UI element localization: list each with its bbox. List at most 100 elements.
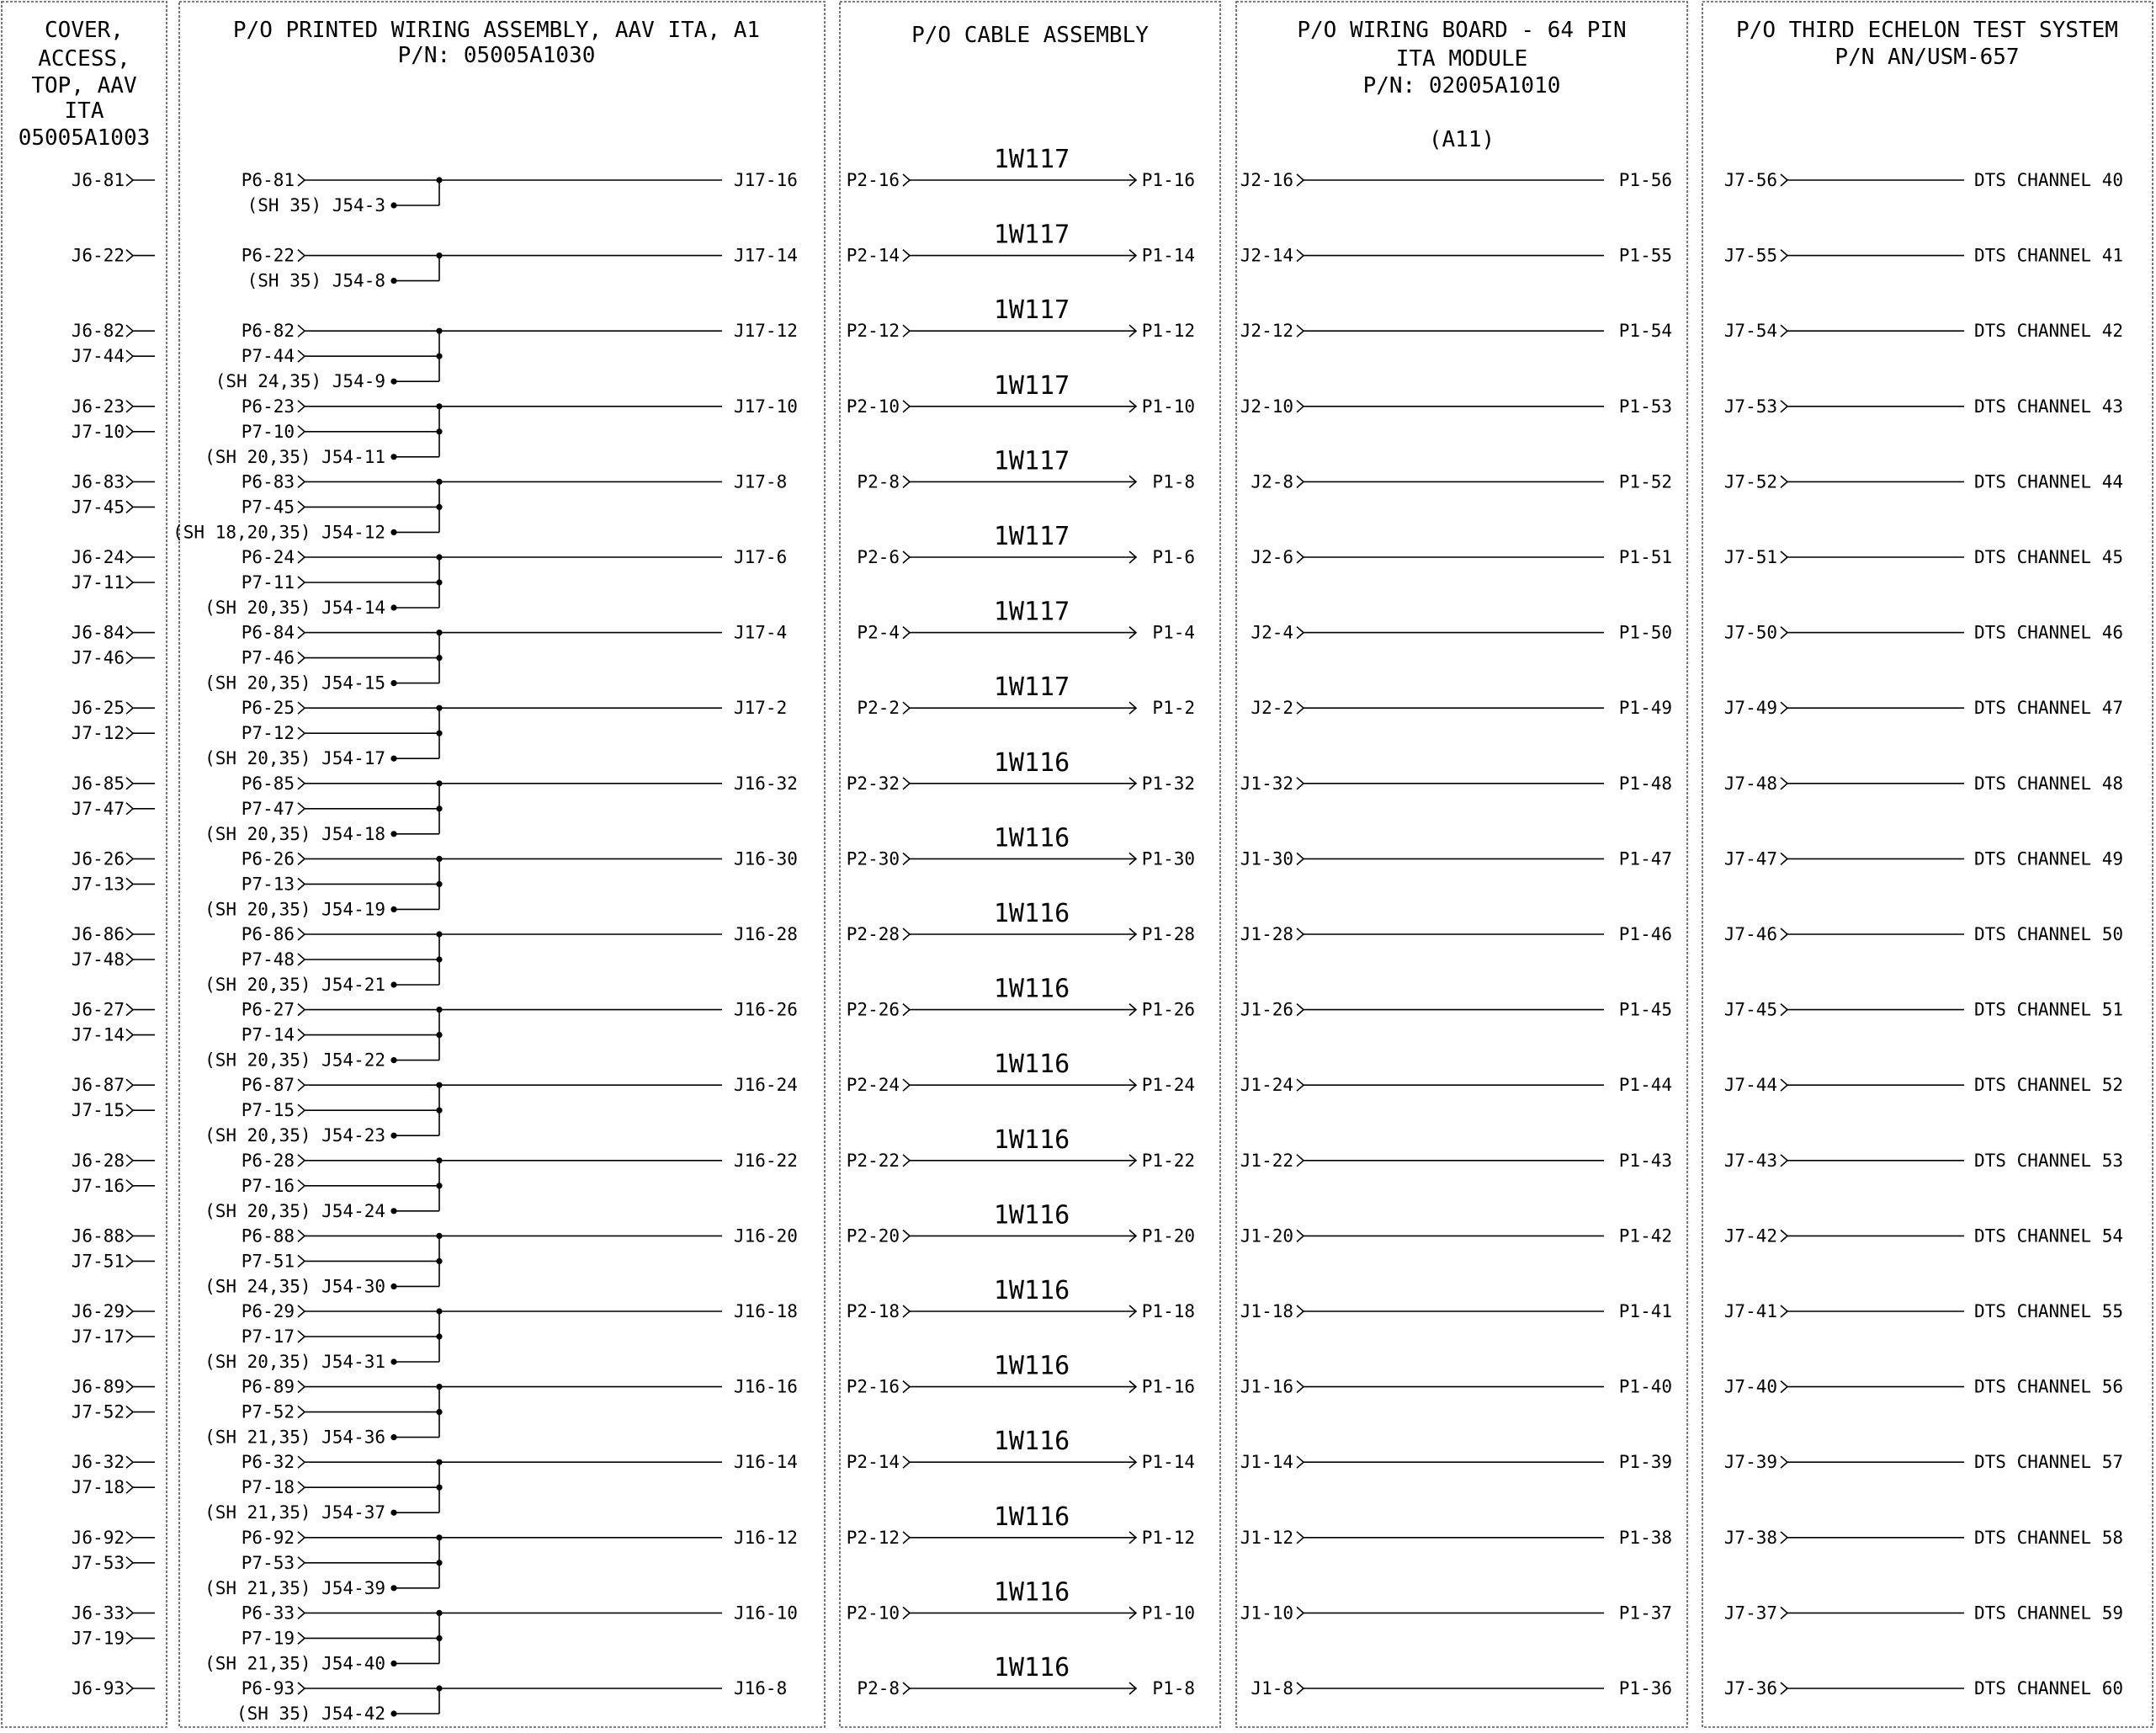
connector-chevron bbox=[1780, 777, 1789, 790]
connector-chevron bbox=[1780, 928, 1789, 941]
connector-chevron bbox=[1780, 1606, 1789, 1620]
wiring-board-input-pin-label: J2-14 bbox=[1240, 246, 1293, 266]
cable-output-pin-label: P1-16 bbox=[1142, 170, 1195, 190]
pwa-pin-label: P7-51 bbox=[242, 1251, 295, 1271]
connector-chevron bbox=[297, 324, 306, 338]
cable-designator-label: 1W117 bbox=[994, 672, 1070, 702]
connector-chevron bbox=[297, 651, 306, 665]
connector-chevron bbox=[1128, 1078, 1138, 1092]
connector-chevron bbox=[297, 349, 306, 363]
cable-designator-label: 1W116 bbox=[994, 823, 1070, 853]
test-system-input-pin-label: J7-51 bbox=[1724, 547, 1777, 567]
connector-chevron bbox=[125, 877, 135, 891]
pwa-sheet-reference: (SH 20,35) J54-15 bbox=[204, 673, 385, 694]
wiring-board-input-pin-label: J2-16 bbox=[1240, 170, 1293, 190]
pwa-title-line-1: P/O PRINTED WIRING ASSEMBLY, AAV ITA, A1 bbox=[233, 18, 760, 43]
cable-designator-label: 1W116 bbox=[994, 1653, 1070, 1682]
cover-pin-label: J6-27 bbox=[72, 1000, 125, 1020]
cover-title: COVER, ACCESS, TOP, AAV ITA 05005A1003 bbox=[19, 18, 151, 151]
connector-chevron bbox=[125, 777, 135, 790]
connector-chevron bbox=[125, 1154, 135, 1167]
connector-chevron bbox=[1296, 324, 1305, 338]
cable-designator-label: 1W116 bbox=[994, 1200, 1070, 1230]
connector-chevron bbox=[297, 1154, 306, 1167]
pwa-output-pin-label: J17-14 bbox=[734, 246, 798, 266]
pwa-sheet-reference: (SH 21,35) J54-37 bbox=[204, 1502, 385, 1523]
cover-pin-label: J6-22 bbox=[72, 246, 125, 266]
cover-pin-label: J7-47 bbox=[72, 799, 125, 819]
cable-input-pin-label: P2-16 bbox=[847, 1377, 900, 1397]
connector-chevron bbox=[1296, 625, 1305, 640]
connector-chevron bbox=[125, 1682, 135, 1695]
cable-output-pin-label: P1-2 bbox=[1152, 698, 1195, 718]
wire-row: J6-32 J7-18 P6-32 P7-18 (SH 21,35) J54-37 J16… bbox=[72, 1427, 2123, 1523]
connector-chevron bbox=[1128, 1379, 1138, 1394]
pwa-sheet-reference: (SH 24,35) J54-9 bbox=[215, 371, 385, 391]
test-system-channel-label: DTS CHANNEL 42 bbox=[1974, 321, 2123, 341]
connector-chevron bbox=[297, 726, 306, 740]
cover-pin-label: J6-33 bbox=[72, 1603, 125, 1623]
cable-input-pin-label: P2-4 bbox=[857, 623, 900, 643]
wiring-board-input-pin-label: J1-30 bbox=[1240, 848, 1293, 869]
cable-designator-label: 1W116 bbox=[994, 1050, 1070, 1079]
connector-chevron bbox=[1128, 1531, 1138, 1544]
cable-input-pin-label: P2-28 bbox=[847, 924, 900, 944]
connector-chevron bbox=[1296, 1455, 1305, 1469]
connector-chevron bbox=[1296, 1078, 1305, 1092]
test-system-input-pin-label: J7-42 bbox=[1724, 1225, 1777, 1246]
wiring-board-output-pin-label: P1-36 bbox=[1619, 1678, 1672, 1698]
cable-output-pin-label: P1-14 bbox=[1142, 246, 1195, 266]
test-system-channel-label: DTS CHANNEL 55 bbox=[1974, 1301, 2123, 1321]
pwa-pin-label: P7-13 bbox=[242, 874, 295, 894]
cable-input-pin-label: P2-10 bbox=[847, 396, 900, 417]
wire-row: J6-85 J7-47 P6-85 P7-47 (SH 20,35) J54-18 J16… bbox=[72, 748, 2123, 844]
connector-chevron bbox=[297, 173, 306, 187]
wiring-board-input-pin-label: J1-14 bbox=[1240, 1452, 1293, 1472]
cable-designator-label: 1W117 bbox=[994, 598, 1070, 627]
pwa-pin-label: P7-53 bbox=[242, 1553, 295, 1573]
connector-chevron bbox=[297, 1531, 306, 1544]
connector-chevron bbox=[297, 400, 306, 413]
wiring-board-output-pin-label: P1-39 bbox=[1619, 1452, 1672, 1472]
test-system-channel-label: DTS CHANNEL 54 bbox=[1974, 1225, 2123, 1246]
pwa-output-pin-label: J17-4 bbox=[734, 623, 787, 643]
pwa-sheet-reference: (SH 35) J54-3 bbox=[247, 195, 385, 215]
pwa-output-pin-label: J16-22 bbox=[734, 1151, 798, 1171]
connector-chevron bbox=[297, 1229, 306, 1243]
cover-pin-label: J6-24 bbox=[72, 547, 125, 567]
test-system-channel-label: DTS CHANNEL 47 bbox=[1974, 698, 2123, 718]
test-system-channel-label: DTS CHANNEL 59 bbox=[1974, 1603, 2123, 1623]
wiring-board-panel-frame bbox=[1235, 1, 1688, 1728]
cable-output-pin-label: P1-10 bbox=[1142, 1603, 1195, 1623]
wire-row: J6-25 J7-12 P6-25 P7-12 (SH 20,35) J54-17 J17… bbox=[72, 672, 2123, 768]
pwa-pin-label: P7-14 bbox=[242, 1025, 295, 1045]
connector-chevron bbox=[297, 625, 306, 640]
cable-output-pin-label: P1-12 bbox=[1142, 321, 1195, 341]
pwa-pin-label: P6-87 bbox=[242, 1075, 295, 1095]
cable-title-line-1: P/O CABLE ASSEMBLY bbox=[911, 23, 1149, 48]
connector-chevron bbox=[125, 576, 135, 589]
test-system-input-pin-label: J7-50 bbox=[1724, 623, 1777, 643]
cable-output-pin-label: P1-4 bbox=[1152, 623, 1195, 643]
test-system-title-line-1: P/O THIRD ECHELON TEST SYSTEM bbox=[1736, 18, 2118, 43]
test-system-input-pin-label: J7-36 bbox=[1724, 1678, 1777, 1698]
pwa-output-pin-label: J16-26 bbox=[734, 1000, 798, 1020]
test-system-input-pin-label: J7-41 bbox=[1724, 1301, 1777, 1321]
cable-designator-label: 1W116 bbox=[994, 1276, 1070, 1305]
pwa-pin-label: P6-81 bbox=[242, 170, 295, 190]
wiring-board-output-pin-label: P1-49 bbox=[1619, 698, 1672, 718]
connector-chevron bbox=[1128, 1606, 1138, 1620]
wiring-board-title-line-3: P/N: 02005A1010 bbox=[1363, 73, 1561, 98]
wiring-board-output-pin-label: P1-40 bbox=[1619, 1377, 1672, 1397]
connector-chevron bbox=[125, 1480, 135, 1494]
connector-chevron bbox=[125, 1229, 135, 1243]
wiring-board-output-pin-label: P1-53 bbox=[1619, 396, 1672, 417]
test-system-channel-label: DTS CHANNEL 60 bbox=[1974, 1678, 2123, 1698]
pwa-sheet-reference: (SH 20,35) J54-17 bbox=[204, 748, 385, 768]
test-system-channel-label: DTS CHANNEL 40 bbox=[1974, 170, 2123, 190]
pwa-pin-label: P6-85 bbox=[242, 773, 295, 794]
connector-chevron bbox=[1780, 475, 1789, 489]
wiring-board-input-pin-label: J2-2 bbox=[1251, 698, 1293, 718]
cable-designator-label: 1W117 bbox=[994, 522, 1070, 551]
test-system-channel-label: DTS CHANNEL 45 bbox=[1974, 547, 2123, 567]
